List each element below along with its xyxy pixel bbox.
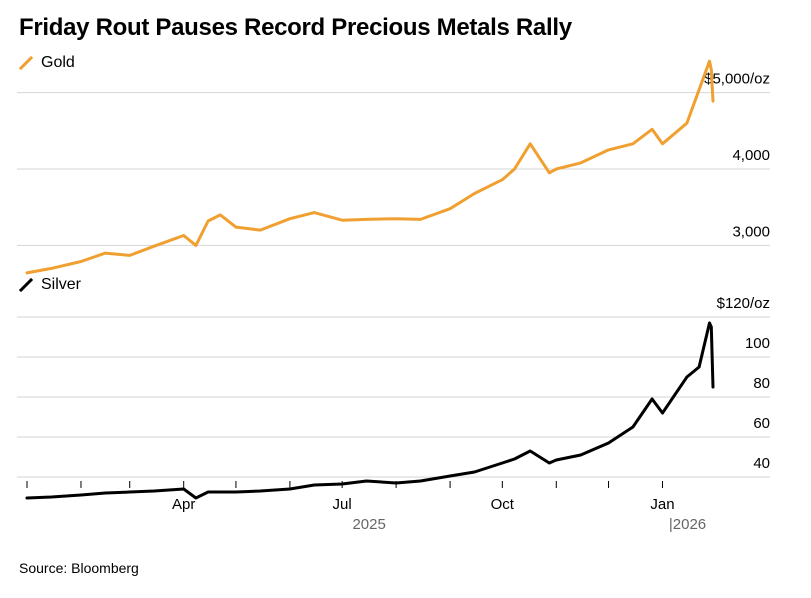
- gold-series-line: [25, 59, 715, 275]
- gold-data-point: [710, 68, 713, 71]
- gold-data-point: [194, 244, 198, 247]
- gold-data-point: [513, 167, 516, 171]
- silver-data-point: [288, 487, 292, 491]
- x-axis-month-label: Jan: [650, 496, 674, 513]
- silver-data-point: [548, 461, 551, 465]
- silver-data-point: [685, 375, 689, 379]
- silver-data-point: [473, 470, 476, 474]
- silver-data-point: [365, 479, 368, 483]
- silver-data-point: [194, 496, 198, 500]
- silver-data-point: [50, 495, 53, 499]
- silver-data-point: [152, 489, 156, 493]
- gold-data-point: [650, 128, 654, 131]
- silver-data-point: [104, 491, 107, 495]
- gold-data-point: [182, 234, 185, 237]
- gold-data-point: [128, 254, 131, 257]
- gold-data-point: [555, 167, 558, 171]
- silver-y-tick-label: 40: [753, 455, 770, 472]
- gold-y-tick-label: $5,000/oz: [704, 71, 770, 88]
- chart-title: Friday Rout Pauses Record Precious Metal…: [19, 14, 572, 41]
- silver-data-point: [661, 411, 664, 415]
- gold-data-point: [548, 171, 551, 175]
- legend-silver: Silver: [19, 276, 81, 294]
- x-axis-month-label: Oct: [491, 496, 515, 513]
- silver-data-point: [79, 493, 83, 497]
- silver-data-point: [697, 365, 701, 369]
- silver-data-point: [513, 457, 516, 461]
- silver-data-point: [448, 474, 452, 478]
- silver-data-point: [206, 490, 210, 494]
- silver-slash-line-icon: [19, 278, 33, 292]
- gold-data-point: [288, 217, 292, 220]
- gold-data-point: [234, 225, 238, 229]
- gold-data-point: [448, 207, 452, 210]
- gold-data-point: [259, 228, 262, 232]
- gold-data-point: [206, 219, 210, 223]
- gold-data-point: [579, 161, 582, 165]
- gold-data-point: [152, 244, 156, 248]
- gold-data-point: [313, 211, 316, 214]
- legend-silver-label: Silver: [41, 276, 82, 293]
- gold-y-tick-label: 4,000: [732, 147, 770, 164]
- x-axis-month-label: Jul: [333, 496, 352, 513]
- silver-data-point: [710, 325, 713, 329]
- silver-data-point: [419, 479, 422, 483]
- gold-data-point: [79, 260, 83, 263]
- legend-gold-label: Gold: [41, 54, 75, 71]
- silver-y-tick-label: 100: [745, 335, 770, 352]
- silver-data-point: [128, 490, 131, 494]
- gold-data-point: [607, 148, 610, 152]
- legend-gold: Gold: [19, 54, 75, 72]
- source-note: Source: Bloomberg: [19, 560, 139, 576]
- silver-data-point: [501, 461, 504, 465]
- gold-data-point: [708, 59, 711, 63]
- silver-data-point: [579, 453, 582, 457]
- gold-data-point: [661, 142, 664, 146]
- gold-data-point: [394, 217, 398, 220]
- silver-data-point: [711, 385, 715, 389]
- x-axis-year-label: |2026: [669, 516, 706, 533]
- silver-y-tick-label: 80: [753, 375, 770, 392]
- silver-data-point: [234, 490, 238, 494]
- silver-data-point: [708, 321, 711, 325]
- silver-data-point: [607, 441, 610, 445]
- silver-y-tick-label: $120/oz: [717, 295, 770, 312]
- gold-data-point: [50, 267, 53, 270]
- silver-data-point: [555, 458, 558, 462]
- silver-data-point: [25, 496, 29, 500]
- gold-data-point: [631, 142, 635, 146]
- gold-data-point: [340, 218, 344, 222]
- gold-data-point: [501, 178, 504, 181]
- gold-y-tick-label: 3,000: [732, 223, 770, 240]
- gold-data-point: [365, 218, 368, 221]
- gold-data-point: [25, 271, 29, 275]
- gold-slash-line-icon: [19, 56, 33, 70]
- silver-data-point: [259, 489, 262, 493]
- gold-data-point: [528, 142, 532, 146]
- silver-data-point: [650, 397, 654, 401]
- gold-data-point: [685, 121, 689, 125]
- gold-data-point: [419, 218, 422, 221]
- gold-data-point: [104, 251, 107, 255]
- silver-data-point: [313, 483, 316, 487]
- x-axis-year-label: 2025: [352, 516, 385, 533]
- gold-data-point: [473, 192, 476, 195]
- silver-series-line: [25, 321, 715, 500]
- gold-data-point: [711, 99, 715, 103]
- x-axis-month-label: Apr: [172, 496, 195, 513]
- gold-data-point: [219, 213, 222, 217]
- silver-data-point: [528, 449, 532, 453]
- silver-data-point: [182, 487, 185, 491]
- silver-y-tick-label: 60: [753, 415, 770, 432]
- silver-data-point: [631, 425, 635, 429]
